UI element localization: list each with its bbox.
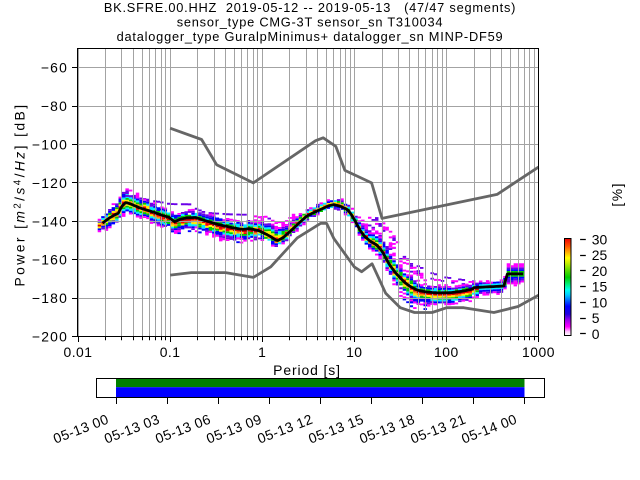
- svg-text:0: 0: [592, 326, 600, 342]
- svg-text:−200: −200: [32, 329, 68, 345]
- svg-text:Power [m2/s4/Hz] [dB]: Power [m2/s4/Hz] [dB]: [12, 103, 28, 287]
- svg-text:20: 20: [592, 263, 608, 279]
- svg-text:1000: 1000: [522, 344, 555, 360]
- svg-text:−140: −140: [32, 213, 68, 229]
- svg-text:10: 10: [592, 294, 608, 310]
- svg-text:Period [s]: Period [s]: [273, 362, 341, 378]
- svg-text:−160: −160: [32, 252, 68, 268]
- svg-text:100: 100: [434, 344, 459, 360]
- svg-text:datalogger_type GuralpMinimus+: datalogger_type GuralpMinimus+ datalogge…: [117, 29, 504, 44]
- svg-text:5: 5: [592, 310, 600, 326]
- svg-text:15: 15: [592, 279, 608, 295]
- svg-text:1: 1: [258, 344, 266, 360]
- svg-text:10: 10: [346, 344, 362, 360]
- svg-text:0.01: 0.01: [63, 344, 92, 360]
- svg-text:sensor_type CMG-3T sensor_sn T: sensor_type CMG-3T sensor_sn T310034: [177, 14, 444, 29]
- svg-text:−180: −180: [32, 290, 68, 306]
- svg-text:25: 25: [592, 247, 608, 263]
- svg-text:−100: −100: [32, 137, 68, 153]
- svg-text:−60: −60: [41, 60, 68, 76]
- svg-text:[%]: [%]: [609, 182, 625, 207]
- svg-text:−120: −120: [32, 175, 68, 191]
- svg-text:−80: −80: [41, 98, 68, 114]
- svg-text:0.1: 0.1: [160, 344, 181, 360]
- svg-text:30: 30: [592, 231, 608, 247]
- svg-text:BK.SFRE.00.HHZ 2019-05-12 --: BK.SFRE.00.HHZ 2019-05-12 -- 2019-05-13 …: [104, 0, 516, 15]
